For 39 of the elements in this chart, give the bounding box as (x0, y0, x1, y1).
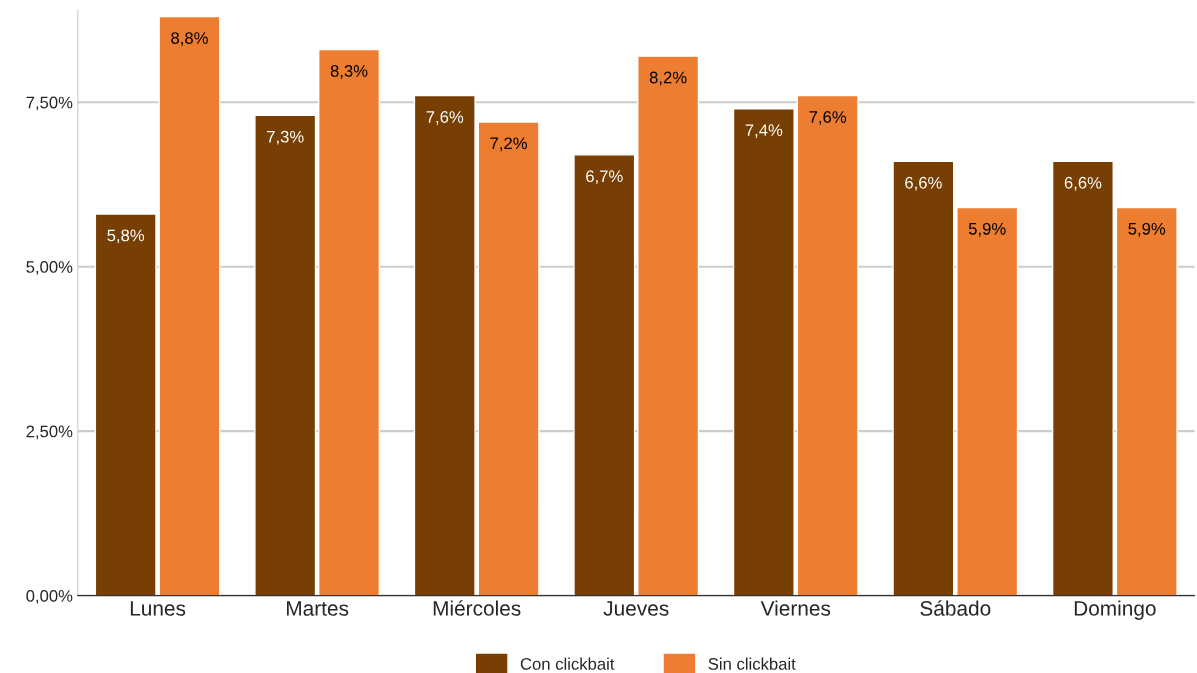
data-label: 6,6% (905, 176, 942, 191)
data-label: 7,2% (490, 137, 527, 152)
bar (732, 108, 795, 596)
bar (956, 206, 1019, 596)
data-label: 7,6% (809, 111, 847, 125)
legend-label: Sin clickbait (708, 657, 796, 670)
bar (413, 94, 476, 596)
bar (573, 154, 636, 596)
data-label: 7,6% (426, 111, 464, 125)
x-tick-label: Martes (287, 601, 349, 616)
x-tick-label: Jueves (603, 601, 669, 616)
x-tick-label: Domingo (1074, 600, 1156, 620)
y-tick-label: 5,00% (26, 261, 73, 275)
data-label: 5,9% (1128, 222, 1166, 237)
data-label: 8,2% (649, 71, 687, 86)
legend-label: Con clickbait (520, 657, 615, 670)
bar (796, 94, 859, 596)
x-tick-label: Viernes (760, 600, 831, 616)
x-tick-label: Sábado (920, 600, 991, 616)
bar (254, 114, 317, 596)
y-tick-label: 0,00% (26, 590, 73, 604)
bar (318, 48, 381, 596)
data-label: 6,6% (1064, 176, 1102, 191)
bar (477, 121, 540, 596)
data-label: 8,8% (171, 32, 208, 46)
data-label: 7,3% (267, 130, 304, 145)
bar (1115, 206, 1178, 596)
bar (1051, 160, 1114, 596)
x-tick-label: Miércoles (433, 600, 521, 616)
data-label: 5,8% (107, 229, 145, 244)
data-label: 5,9% (968, 222, 1006, 237)
data-label: 6,7% (586, 170, 623, 185)
y-tick-label: 2,50% (26, 425, 73, 440)
data-label: 8,3% (330, 65, 368, 79)
y-tick-label: 7,50% (26, 96, 73, 111)
bar (637, 55, 700, 596)
data-label: 7,4% (745, 124, 783, 139)
bar (892, 160, 955, 596)
x-tick-label: Lunes (130, 601, 186, 616)
